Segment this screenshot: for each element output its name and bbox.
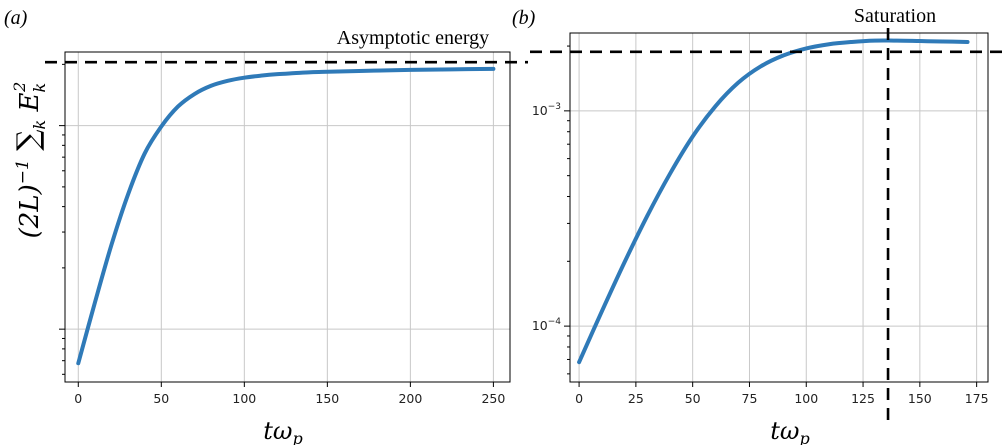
panel-b-x-tick-label: 125 bbox=[851, 391, 875, 406]
panel-a-x-tick-label: 250 bbox=[481, 391, 505, 406]
panel-b-letter: (b) bbox=[512, 7, 536, 29]
panel-b-axes-frame bbox=[569, 32, 989, 383]
panel-a-series-line bbox=[76, 66, 496, 366]
panel-a-x-tick-label: 100 bbox=[232, 391, 256, 406]
panel-a-x-tick-label: 200 bbox=[398, 391, 422, 406]
panel-b-y-tick-label: 10−4 bbox=[532, 317, 561, 333]
reference-lines bbox=[45, 28, 1003, 420]
panel-a: 0 50 100 150 200 250 tωp (2L)−1 ∑k Ek2 bbox=[10, 51, 511, 445]
panel-b-x-tick-label: 50 bbox=[685, 391, 701, 406]
panel-a-x-axis-label: tωp bbox=[263, 417, 302, 445]
panel-a-y-axis-label: (2L)−1 ∑k Ek2 bbox=[10, 82, 49, 239]
panel-b-y-tick-label: 10−3 bbox=[532, 102, 561, 118]
panel-b-x-tick-label: 175 bbox=[965, 391, 989, 406]
panel-b-x-axis-label: tωp bbox=[770, 417, 809, 445]
panel-b-ticks: 0 25 50 75 100 125 150 175 10−4 10−3 bbox=[532, 45, 989, 406]
panel-b-x-tick-label: 75 bbox=[742, 391, 758, 406]
panel-a-x-tick-label: 50 bbox=[153, 391, 169, 406]
saturation-annotation: Saturation bbox=[854, 5, 936, 27]
panel-b: 0 25 50 75 100 125 150 175 10−4 10−3 tωp bbox=[532, 32, 989, 445]
asymptotic-energy-annotation: Asymptotic energy bbox=[337, 27, 489, 49]
panel-a-axes-frame bbox=[64, 51, 511, 383]
panel-a-x-tick-label: 0 bbox=[74, 391, 82, 406]
panel-b-x-tick-label: 25 bbox=[628, 391, 644, 406]
panel-b-x-tick-label: 100 bbox=[794, 391, 818, 406]
panel-a-ticks: 0 50 100 150 200 250 bbox=[59, 63, 505, 406]
panel-a-letter: (a) bbox=[4, 7, 28, 29]
panel-a-x-tick-label: 150 bbox=[315, 391, 339, 406]
panel-b-x-tick-label: 0 bbox=[575, 391, 583, 406]
panel-b-grid bbox=[570, 33, 988, 382]
panel-a-grid bbox=[65, 52, 510, 382]
panel-b-series-line bbox=[577, 38, 970, 365]
panel-b-x-tick-label: 150 bbox=[908, 391, 932, 406]
